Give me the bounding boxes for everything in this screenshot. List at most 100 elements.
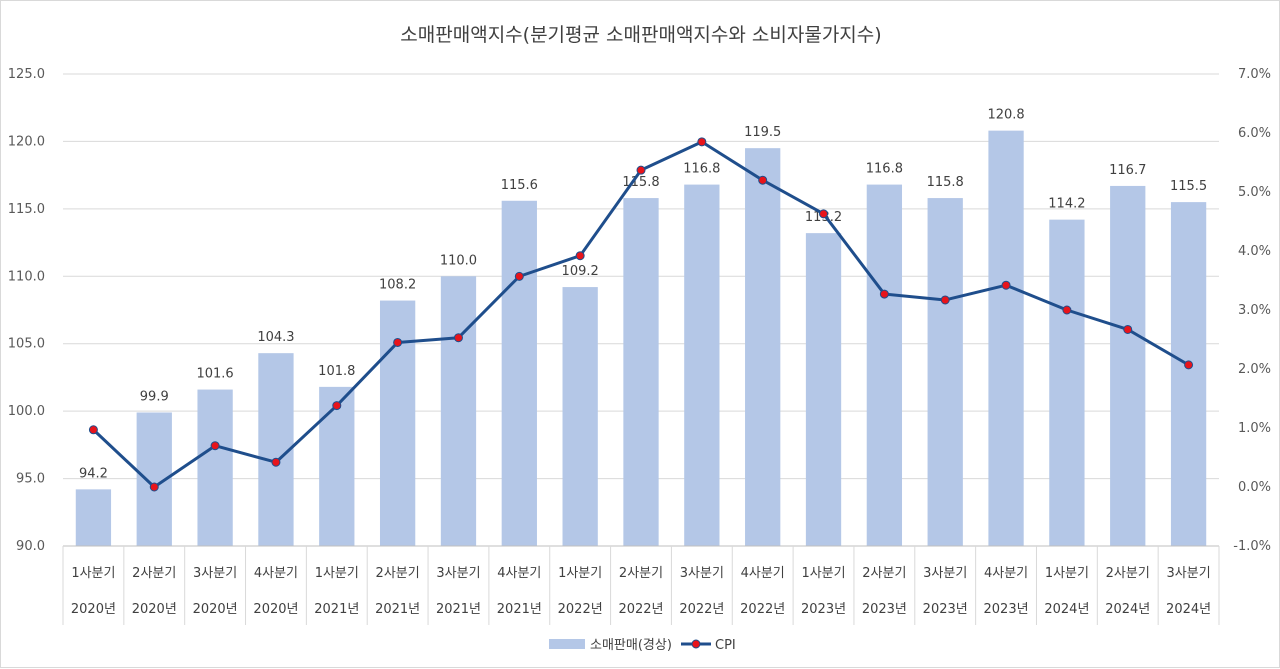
category-quarter-label: 1사분기: [315, 566, 359, 581]
bar-data-label: 115.6: [501, 178, 538, 193]
right-tick-label: 2.0%: [1238, 362, 1271, 377]
bar: [805, 233, 842, 547]
category-year-label: 2023년: [923, 602, 968, 617]
bar-data-labels: 94.2 99.9 101.6 104.3 101.8 108.2 110.0 115.6 10…: [79, 108, 1207, 482]
category-year-label: 2020년: [132, 602, 177, 617]
category-year-label: 2021년: [436, 602, 481, 617]
bar: [562, 287, 598, 546]
category-quarter-label: 3사분기: [436, 566, 480, 581]
bar: [197, 389, 233, 546]
cpi-marker: [1123, 324, 1133, 334]
category-quarter-label: 4사분기: [984, 566, 1028, 581]
cpi-line-series: [88, 137, 1194, 492]
category-year-label: 2021년: [497, 602, 542, 617]
bar-data-label: 94.2: [79, 466, 108, 481]
category-axis: 1사분기 2020년 2사분기 2020년 3사분기 2020년 4사분기 2020년 1사분기…: [62, 545, 1220, 625]
bar-data-label: 119.5: [744, 125, 781, 140]
right-tick-label: 5.0%: [1238, 185, 1271, 200]
bar-data-label: 104.3: [257, 330, 294, 345]
category-year-label: 2023년: [862, 602, 907, 617]
cpi-marker: [575, 251, 585, 261]
left-tick-label: 90.0: [16, 539, 45, 554]
category-year-label: 2020년: [193, 602, 238, 617]
bar: [988, 130, 1024, 546]
cpi-marker: [271, 457, 281, 467]
cpi-marker: [1062, 305, 1072, 315]
category-quarter-label: 2사분기: [862, 566, 906, 581]
right-tick-label: -1.0%: [1233, 539, 1271, 554]
category-quarter-label: 3사분기: [923, 566, 967, 581]
category-year-label: 2024년: [1044, 602, 1089, 617]
bar: [75, 489, 112, 546]
category-quarter-label: 3사분기: [193, 566, 237, 581]
legend-label-retail: 소매판매(경상): [590, 638, 672, 653]
bar: [1170, 202, 1207, 546]
category-quarter-label: 1사분기: [1045, 566, 1089, 581]
bar: [440, 276, 477, 546]
cpi-marker: [1184, 360, 1194, 370]
bar-data-label: 116.8: [683, 162, 720, 177]
cpi-marker: [88, 425, 98, 435]
bar-data-label: 101.6: [196, 367, 233, 382]
bar-data-label: 116.8: [866, 162, 903, 177]
cpi-marker: [1001, 280, 1011, 290]
left-tick-label: 105.0: [8, 337, 45, 352]
left-tick-label: 115.0: [8, 202, 45, 217]
category-quarter-label: 2사분기: [619, 566, 663, 581]
bar-data-label: 115.8: [927, 175, 964, 190]
right-tick-label: 0.0%: [1238, 480, 1271, 495]
cpi-marker: [453, 333, 463, 343]
bar: [927, 198, 963, 546]
bar: [1049, 219, 1085, 546]
bar-data-label: 99.9: [140, 389, 169, 404]
legend-swatch-retail: [549, 639, 585, 649]
legend-label-cpi: CPI: [715, 638, 736, 653]
category-quarter-label: 1사분기: [558, 566, 602, 581]
category-year-label: 2020년: [253, 602, 298, 617]
bar-data-label: 110.0: [440, 253, 477, 268]
right-tick-label: 6.0%: [1238, 126, 1271, 141]
bar-data-label: 115.8: [622, 175, 659, 190]
category-year-label: 2023년: [801, 602, 846, 617]
right-tick-label: 1.0%: [1238, 421, 1271, 436]
bar: [866, 184, 903, 546]
left-tick-label: 110.0: [8, 269, 45, 284]
category-year-label: 2021년: [375, 602, 420, 617]
bar-series: [75, 130, 1207, 547]
legend: 소매판매(경상) CPI: [549, 638, 736, 653]
legend-swatch-cpi-marker: [691, 639, 701, 649]
cpi-marker: [149, 482, 159, 492]
bar: [684, 184, 720, 546]
cpi-marker: [636, 165, 646, 175]
category-year-label: 2022년: [740, 602, 785, 617]
category-year-label: 2022년: [618, 602, 663, 617]
category-quarter-label: 1사분기: [801, 566, 845, 581]
left-tick-label: 125.0: [8, 67, 45, 82]
cpi-marker: [879, 289, 889, 299]
chart-title: 소매판매액지수(분기평균 소매판매액지수와 소비자물가지수): [400, 24, 881, 46]
category-quarter-label: 1사분기: [71, 566, 115, 581]
category-year-label: 2022년: [558, 602, 603, 617]
right-tick-label: 3.0%: [1238, 303, 1271, 318]
category-year-label: 2024년: [1105, 602, 1150, 617]
category-year-label: 2022년: [679, 602, 724, 617]
category-quarter-label: 4사분기: [254, 566, 298, 581]
left-tick-label: 95.0: [16, 472, 45, 487]
bar-data-label: 120.8: [987, 108, 1024, 123]
bar-data-label: 114.2: [1048, 197, 1085, 212]
cpi-marker: [210, 441, 220, 451]
cpi-marker: [332, 401, 342, 411]
cpi-marker: [697, 137, 707, 147]
right-tick-label: 4.0%: [1238, 244, 1271, 259]
bar: [623, 198, 659, 546]
left-axis: 90.0 95.0 100.0 105.0 110.0 115.0 120.0 125.0: [8, 67, 45, 554]
right-axis: -1.0% 0.0% 1.0% 2.0% 3.0% 4.0% 5.0% 6.0% 7.0%: [1233, 67, 1271, 554]
category-year-label: 2023년: [984, 602, 1029, 617]
cpi-marker: [940, 295, 950, 305]
category-quarter-label: 2사분기: [1106, 566, 1150, 581]
bar: [379, 300, 416, 546]
bar: [1110, 185, 1146, 546]
category-quarter-label: 3사분기: [1167, 566, 1211, 581]
